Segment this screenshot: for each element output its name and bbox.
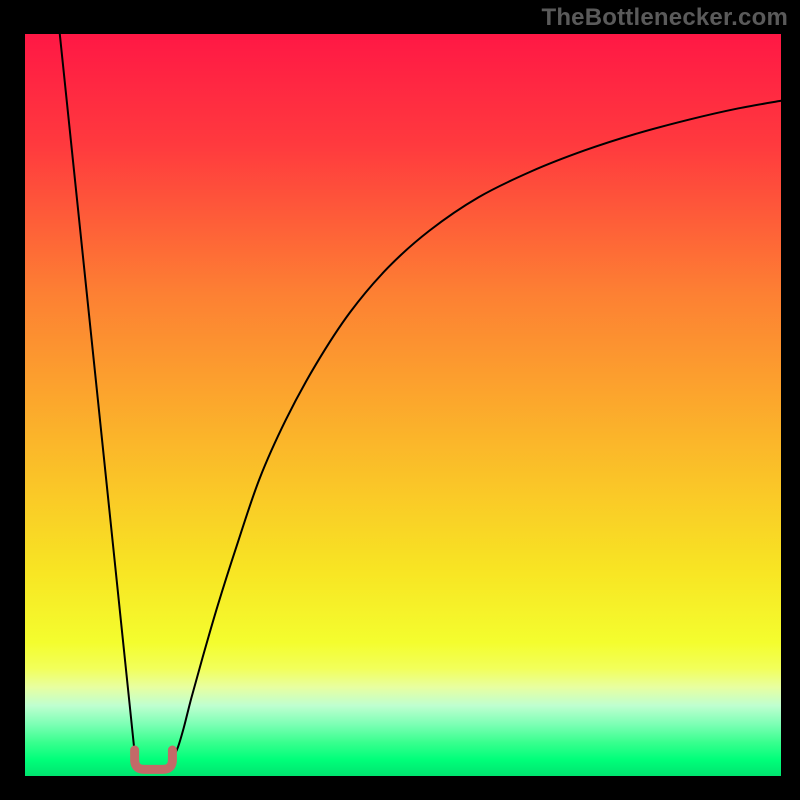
chart-plot-background xyxy=(25,34,781,776)
bottleneck-chart xyxy=(0,0,800,800)
chart-container: TheBottlenecker.com xyxy=(0,0,800,800)
attribution-label: TheBottlenecker.com xyxy=(541,4,788,32)
